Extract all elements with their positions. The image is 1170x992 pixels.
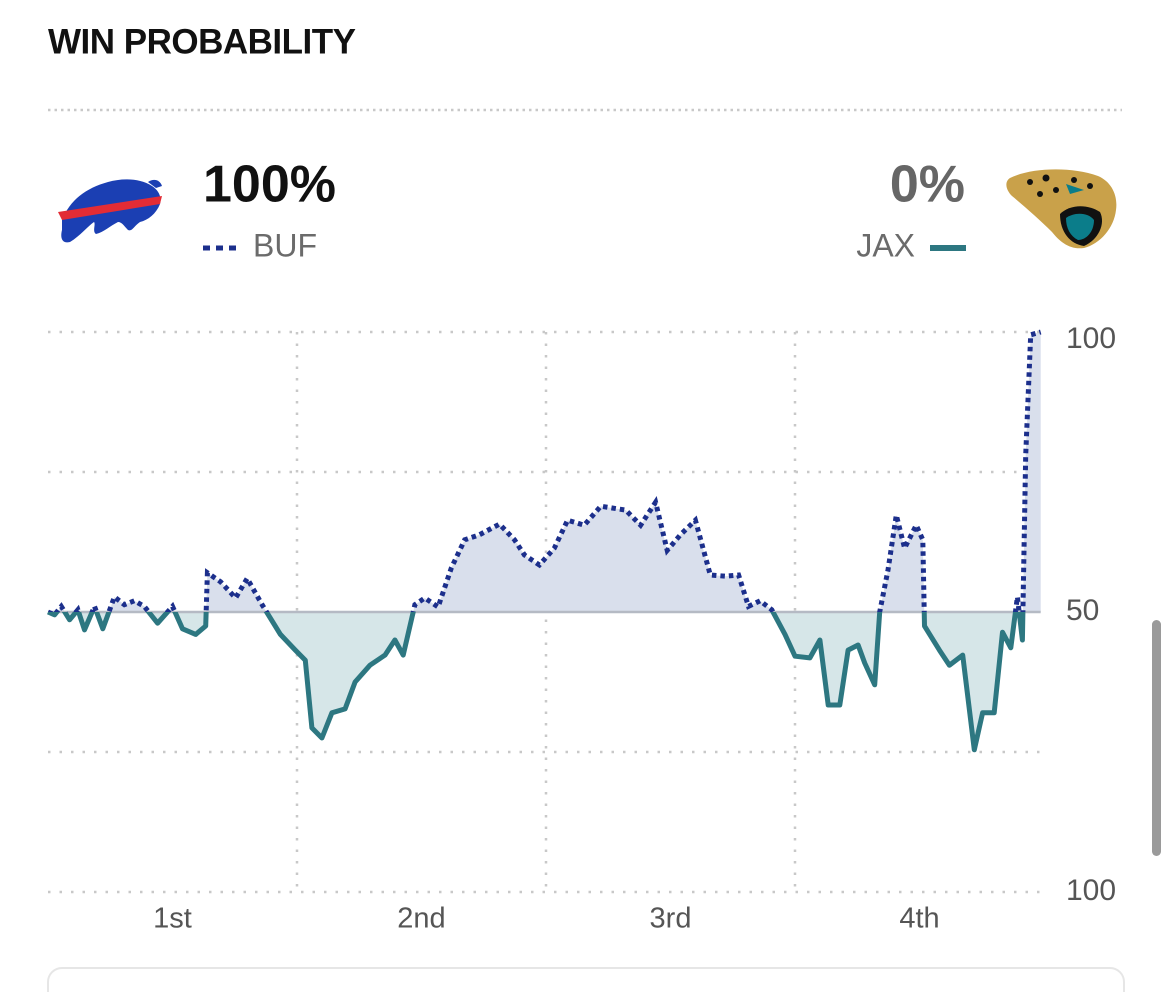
y-tick-label: 100 xyxy=(1066,874,1116,907)
jax-win-probability: 0% xyxy=(890,156,965,214)
x-quarter-label: 2nd xyxy=(397,903,445,935)
win-probability-line-jax xyxy=(47,612,1026,753)
scrollbar xyxy=(1152,620,1161,856)
area-below xyxy=(48,612,1041,750)
x-quarter-label: 4th xyxy=(899,903,939,935)
next-card xyxy=(47,967,1125,992)
jax-logo xyxy=(1006,169,1117,249)
y-tick-label: 100 xyxy=(1066,322,1116,355)
y-tick-label: 50 xyxy=(1066,594,1099,627)
buf-win-probability: 100% xyxy=(203,156,336,214)
jax-legend-label: JAX xyxy=(856,227,915,263)
x-quarter-label: 3rd xyxy=(650,903,692,935)
buf-legend-label: BUF xyxy=(253,227,317,263)
chart-title: WIN PROBABILITY xyxy=(48,22,356,61)
win-probability-line-buf xyxy=(48,329,1042,612)
area-above xyxy=(48,332,1041,612)
buf-logo xyxy=(58,179,162,243)
x-quarter-label: 1st xyxy=(153,903,192,935)
plot-area: 100 50 100 1st 2nd 3rd 4th xyxy=(47,322,1116,935)
